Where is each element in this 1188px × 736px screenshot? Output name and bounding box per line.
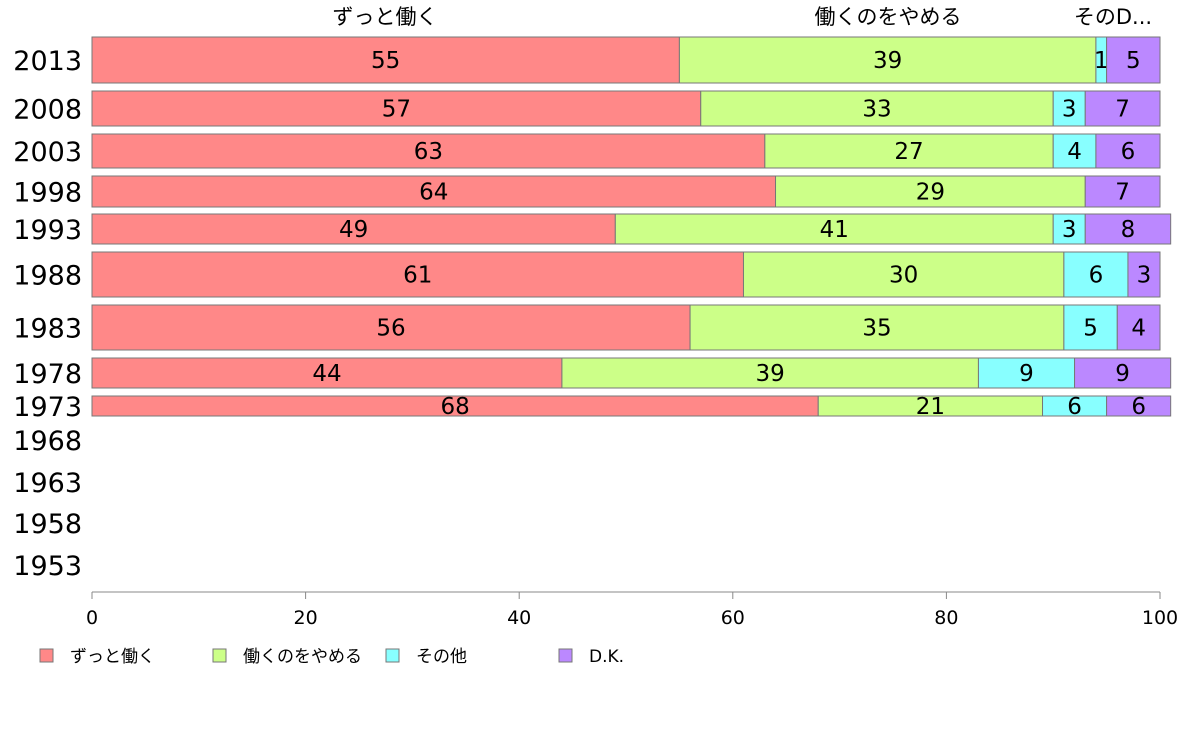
bar-label-1973-series-0: 68: [440, 394, 469, 420]
top-labels: ずっと働く 働くのをやめる そのD...: [333, 5, 1153, 29]
bar-1993-series-0: [91, 213, 616, 245]
bar-label-1998-series-0: 64: [419, 180, 448, 206]
x-axis: 0 20 40 60 80 100: [86, 591, 1178, 629]
bar-label-1998-series-1: 29: [916, 180, 945, 206]
legend-label-3: D.K.: [589, 647, 624, 667]
legend-swatch-0: [39, 648, 54, 663]
bar-label-1988-series-1: 30: [889, 263, 918, 289]
x-tick-label-0: 0: [86, 607, 98, 629]
bar-label-2013-series-2: 1: [1094, 48, 1109, 74]
bar-2008-series-1: [700, 90, 1054, 127]
bar-1983-series-1: [689, 304, 1065, 351]
bar-label-2013-series-0: 55: [371, 48, 400, 74]
bar-2013-series-0: [91, 36, 680, 84]
bar-2003-series-3: [1095, 133, 1161, 169]
year-label-1958: 1958: [13, 509, 82, 540]
bar-label-2003-series-2: 4: [1067, 139, 1082, 165]
bar-label-2013-series-1: 39: [873, 48, 902, 74]
bar-label-2008-series-2: 3: [1062, 97, 1077, 123]
x-tick-label-60: 60: [721, 607, 745, 629]
top-label-0: ずっと働く: [333, 5, 438, 29]
bar-label-2008-series-3: 7: [1115, 97, 1130, 123]
year-label-2003: 2003: [13, 137, 82, 168]
legend-swatch-3: [558, 648, 573, 663]
x-tick-label-20: 20: [294, 607, 318, 629]
bar-1983-series-3: [1116, 304, 1161, 351]
bar-label-2003-series-1: 27: [894, 139, 923, 165]
legend-swatch-2: [385, 648, 400, 663]
bar-1993-series-1: [614, 213, 1054, 245]
bar-label-2013-series-3: 5: [1126, 48, 1141, 74]
bar-1978-series-2: [977, 357, 1076, 389]
bar-label-2003-series-3: 6: [1121, 139, 1136, 165]
x-tick-label-80: 80: [934, 607, 958, 629]
legend-label-1: 働くのをやめる: [243, 647, 362, 667]
bar-label-1993-series-0: 49: [339, 217, 368, 243]
year-label-2013: 2013: [13, 46, 82, 77]
bar-1988-series-3: [1127, 251, 1161, 298]
bar-2003-series-0: [91, 133, 766, 169]
year-label-1978: 1978: [13, 359, 82, 390]
bar-1978-series-1: [561, 357, 979, 389]
bar-2008-series-0: [91, 90, 702, 127]
top-label-1: 働くのをやめる: [815, 5, 962, 29]
bar-2003-series-1: [764, 133, 1054, 169]
bar-label-1978-series-2: 9: [1019, 361, 1034, 387]
bar-1983-series-0: [91, 304, 691, 351]
bar-1988-series-1: [742, 251, 1065, 298]
bar-label-1988-series-2: 6: [1089, 263, 1104, 289]
bar-1998-series-3: [1084, 175, 1161, 208]
bar-label-1993-series-2: 3: [1062, 217, 1077, 243]
x-tick-label-40: 40: [507, 607, 531, 629]
bar-2013-series-1: [678, 36, 1097, 84]
bar-1988-series-0: [91, 251, 744, 298]
bar-label-1998-series-3: 7: [1115, 180, 1130, 206]
bar-label-1993-series-3: 8: [1121, 217, 1136, 243]
legend-label-0: ずっと働く: [70, 647, 155, 667]
year-label-1968: 1968: [13, 426, 82, 457]
bar-2013-series-3: [1106, 36, 1161, 84]
year-label-1993: 1993: [13, 215, 82, 246]
year-label-1988: 1988: [13, 261, 82, 292]
bar-1998-series-1: [775, 175, 1086, 208]
bar-label-1983-series-3: 4: [1131, 316, 1146, 342]
top-label-2: そのD...: [1074, 5, 1152, 29]
bar-label-2008-series-0: 57: [382, 97, 411, 123]
bar-1993-series-2: [1052, 213, 1086, 245]
year-label-1963: 1963: [13, 468, 82, 499]
bars: 55 39 1 557 33 3 763 27 4 664 29 749 41 3 861 30 6 356 35 5…: [91, 36, 1172, 420]
bar-label-2008-series-1: 33: [862, 97, 891, 123]
bar-label-2003-series-0: 63: [414, 139, 443, 165]
bar-1993-series-3: [1084, 213, 1172, 245]
bar-1973-series-3: [1106, 395, 1172, 417]
bar-label-1973-series-1: 21: [916, 394, 945, 420]
legend: ずっと働く 働くのをやめる その他 D.K.: [39, 647, 624, 667]
year-labels: 2013 2008 2003 1998 1993 1988 1983 197819731968…: [13, 46, 82, 582]
bar-label-1978-series-0: 44: [312, 361, 341, 387]
year-label-2008: 2008: [13, 95, 82, 126]
bar-1978-series-3: [1074, 357, 1172, 389]
bar-label-1993-series-1: 41: [820, 217, 849, 243]
bar-1998-series-0: [91, 175, 777, 208]
bar-label-1988-series-3: 3: [1137, 263, 1152, 289]
bar-label-1978-series-3: 9: [1115, 361, 1130, 387]
bar-label-1983-series-2: 5: [1083, 316, 1098, 342]
bar-label-1978-series-1: 39: [756, 361, 785, 387]
bar-2008-series-3: [1084, 90, 1161, 127]
bar-label-1973-series-2: 6: [1067, 394, 1082, 420]
legend-swatch-1: [212, 648, 227, 663]
legend-label-2: その他: [416, 647, 467, 667]
year-label-1973: 1973: [13, 392, 82, 423]
year-label-1998: 1998: [13, 178, 82, 209]
bar-label-1988-series-0: 61: [403, 263, 432, 289]
year-label-1983: 1983: [13, 314, 82, 345]
bar-2008-series-2: [1052, 90, 1086, 127]
year-label-1953: 1953: [13, 551, 82, 582]
bar-label-1983-series-1: 35: [862, 316, 891, 342]
bar-label-1983-series-0: 56: [376, 316, 405, 342]
x-tick-label-100: 100: [1142, 607, 1178, 629]
bar-label-1973-series-3: 6: [1131, 394, 1146, 420]
